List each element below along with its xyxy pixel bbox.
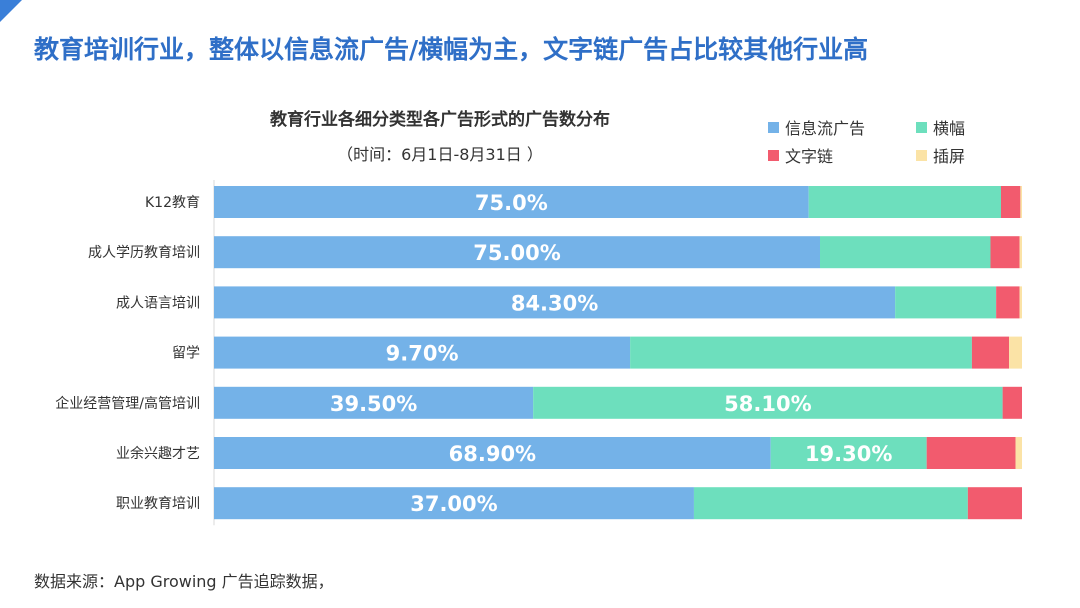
bar-segment bbox=[895, 286, 997, 319]
bar-segment bbox=[971, 336, 1010, 369]
category-label: 成人语言培训 bbox=[116, 295, 200, 311]
data-label: 68.90% bbox=[449, 442, 536, 466]
data-label: 58.10% bbox=[724, 392, 811, 416]
data-label: 39.50% bbox=[330, 392, 417, 416]
bar-segment bbox=[533, 386, 1003, 419]
bar-segment bbox=[1020, 186, 1022, 218]
legend-swatch-interstitial bbox=[916, 149, 927, 161]
chart-title: 教育行业各细分类型各广告形式的广告数分布 bbox=[270, 110, 610, 130]
bar-segment bbox=[214, 236, 820, 269]
bar-segment bbox=[770, 437, 927, 469]
data-label: 84.30% bbox=[511, 291, 598, 315]
bar-segment bbox=[996, 286, 1020, 319]
legend-label-feed: 信息流广告 bbox=[785, 119, 866, 138]
bar-segment bbox=[1002, 386, 1022, 419]
corner-decoration bbox=[0, 0, 22, 22]
bar-segment bbox=[1019, 236, 1022, 269]
bar-segment bbox=[990, 236, 1020, 269]
bar-segment bbox=[1000, 186, 1021, 218]
bar-segment bbox=[1009, 336, 1022, 369]
bar-segment bbox=[820, 236, 991, 269]
legend-swatch-banner bbox=[916, 121, 927, 133]
data-label: 75.00% bbox=[473, 241, 560, 265]
bar-segment bbox=[693, 487, 968, 520]
legend-label-interstitial: 插屏 bbox=[933, 147, 966, 166]
bar-segment bbox=[214, 186, 809, 218]
data-label: 19.30% bbox=[805, 442, 892, 466]
bar-segment bbox=[214, 437, 771, 469]
category-label: K12教育 bbox=[145, 195, 200, 211]
bar-segment bbox=[1015, 437, 1022, 469]
bar-segment bbox=[1019, 286, 1022, 319]
bar-segment bbox=[214, 336, 631, 369]
bar-segment bbox=[214, 487, 694, 520]
legend-item-interstitial: 插屏 bbox=[916, 143, 965, 167]
category-label: 成人学历教育培训 bbox=[88, 245, 200, 261]
chart-subtitle: （时间：6月1日-8月31日 ） bbox=[337, 145, 543, 164]
legend-swatch-textlink bbox=[768, 149, 779, 161]
page-title: 教育培训行业，整体以信息流广告/横幅为主，文字链广告占比较其他行业高 bbox=[34, 35, 869, 64]
data-source-note: 数据来源：App Growing 广告追踪数据， bbox=[34, 572, 334, 591]
bar-segment bbox=[214, 286, 896, 319]
legend-label-textlink: 文字链 bbox=[785, 147, 834, 166]
data-label: 37.00% bbox=[410, 492, 497, 516]
data-label: 9.70% bbox=[386, 342, 459, 366]
bar-segment bbox=[926, 437, 1016, 469]
legend-swatch-feed bbox=[768, 121, 779, 133]
legend-item-feed: 信息流广告 bbox=[768, 115, 865, 139]
category-label: 职业教育培训 bbox=[116, 496, 200, 512]
bar-segment bbox=[808, 186, 1001, 218]
bar-segment bbox=[630, 336, 972, 369]
category-label: 业余兴趣才艺 bbox=[116, 445, 200, 462]
bar-segment bbox=[214, 386, 534, 419]
data-label: 75.0% bbox=[475, 191, 548, 215]
category-label: 企业经营管理/高管培训 bbox=[55, 395, 200, 412]
category-label: 留学 bbox=[172, 346, 200, 362]
bar-segment bbox=[967, 487, 1022, 520]
legend-item-textlink: 文字链 bbox=[768, 143, 833, 167]
legend-item-banner: 横幅 bbox=[916, 115, 965, 139]
legend-label-banner: 横幅 bbox=[933, 119, 966, 138]
